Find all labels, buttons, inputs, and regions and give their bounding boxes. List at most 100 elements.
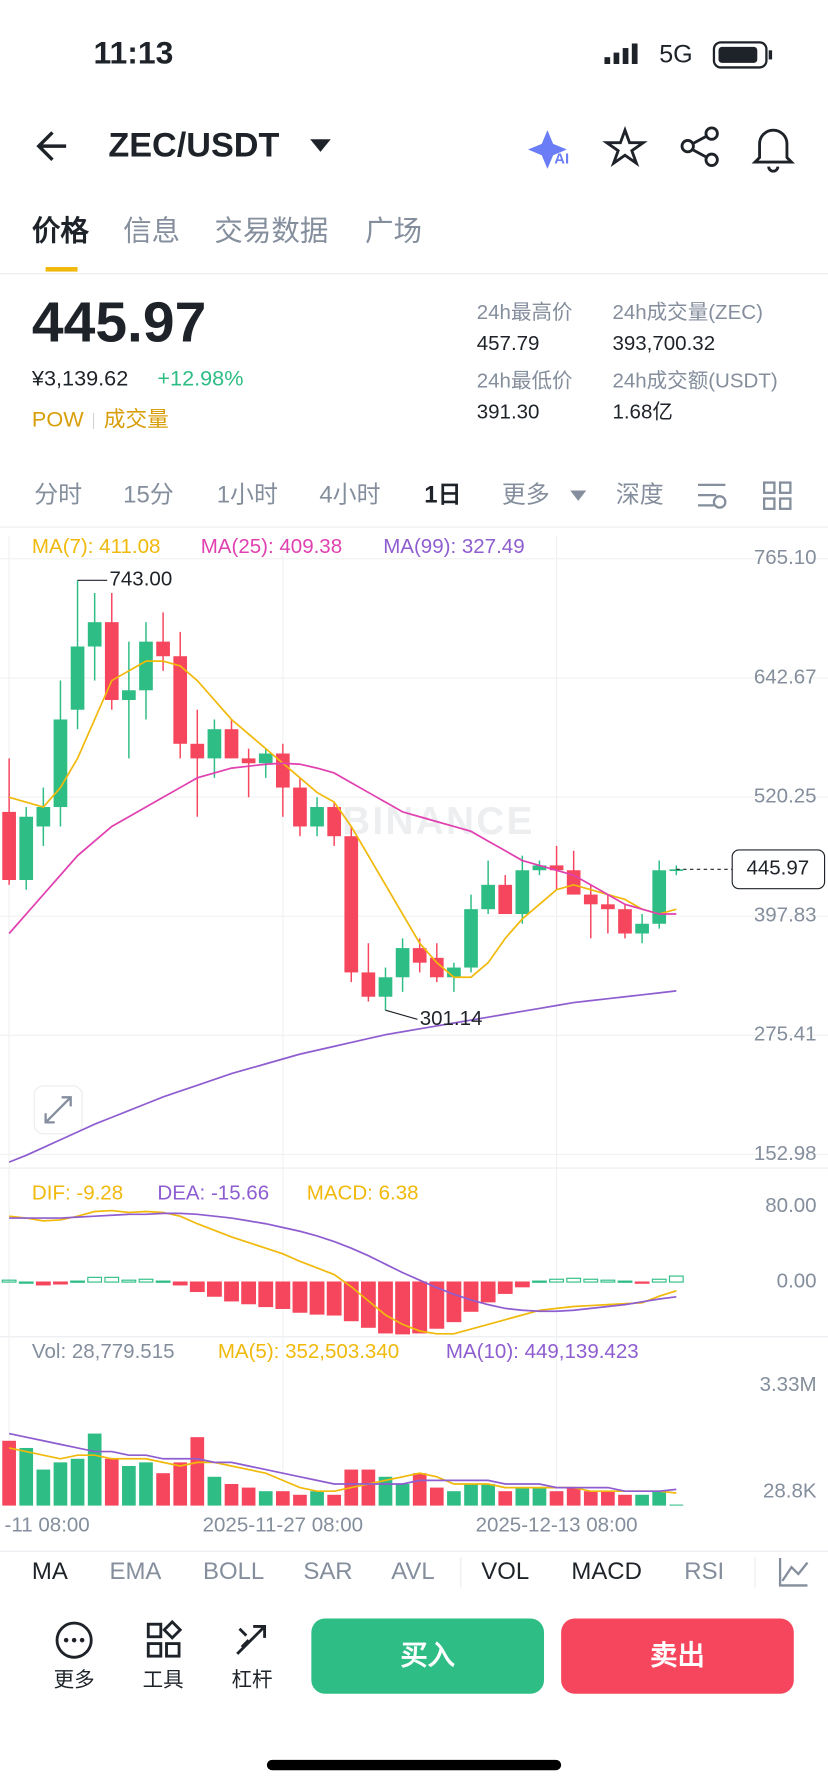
candle-body — [601, 904, 615, 910]
y-tick-label: 765.10 — [754, 546, 817, 569]
volume-bar — [447, 1491, 461, 1506]
action-label: 工具 — [143, 1669, 184, 1692]
interval[interactable]: 分时 — [34, 482, 82, 509]
change: +12.98% — [157, 366, 243, 391]
volume-bar — [139, 1462, 153, 1506]
macd-bar — [514, 1281, 530, 1288]
alert[interactable] — [751, 128, 795, 173]
volume-bar — [412, 1473, 427, 1506]
candle-body — [327, 807, 342, 837]
legend: MA(10): 449,139.423 — [446, 1340, 639, 1363]
volume-bar — [498, 1491, 513, 1506]
interval[interactable]: 1小时 — [217, 482, 278, 509]
volume-bar — [190, 1437, 205, 1506]
chart-style[interactable] — [778, 1558, 809, 1587]
legend: MA(99): 327.49 — [383, 535, 524, 558]
share[interactable] — [680, 126, 719, 167]
max-label: 743.00 — [109, 568, 172, 591]
volume-bar — [173, 1462, 188, 1506]
indicator[interactable]: MA — [32, 1558, 68, 1585]
y-tick-label: 275.41 — [754, 1023, 817, 1046]
candle-body — [515, 870, 530, 915]
volume-bar — [53, 1462, 68, 1506]
candle-body — [207, 729, 222, 759]
interval[interactable]: 更多 — [502, 482, 550, 509]
ma-line — [8, 990, 677, 1163]
candle-body — [87, 622, 102, 647]
indicator[interactable]: BOLL — [203, 1558, 264, 1585]
settings-icon[interactable] — [697, 483, 727, 509]
more-dropdown[interactable] — [570, 490, 587, 501]
volume-bar — [19, 1447, 34, 1506]
candle-body — [464, 909, 478, 968]
macd-line — [9, 1212, 677, 1313]
macd-bar — [617, 1280, 633, 1283]
indicator[interactable]: AVL — [391, 1558, 434, 1585]
macd-bar — [668, 1275, 684, 1283]
indicator[interactable]: MACD — [571, 1558, 641, 1585]
tag[interactable]: 成交量 — [104, 407, 169, 432]
stat-label: 24h最高价 — [477, 301, 573, 324]
macd-line — [9, 1209, 677, 1335]
macd-bar — [497, 1281, 513, 1294]
stat-label: 24h成交额(USDT) — [612, 370, 777, 393]
home-indicator — [266, 1759, 562, 1771]
macd-bar — [309, 1281, 325, 1315]
min-label: 301.14 — [420, 1007, 483, 1030]
sell-label: 卖出 — [650, 1640, 705, 1671]
interval[interactable]: 深度 — [616, 482, 664, 509]
indicator[interactable]: RSI — [684, 1558, 724, 1585]
volume-bar — [464, 1483, 478, 1506]
volume-bar — [361, 1469, 376, 1506]
favorite[interactable] — [602, 125, 648, 167]
stat-value: 393,700.32 — [612, 332, 715, 355]
tab[interactable]: 广场 — [365, 215, 422, 247]
tag[interactable]: POW — [32, 407, 84, 432]
back-button[interactable] — [36, 131, 67, 162]
interval[interactable]: 1日 — [424, 482, 461, 509]
y-tick-label: 3.33M — [760, 1373, 817, 1396]
buy-button[interactable] — [311, 1618, 545, 1694]
indicator[interactable]: EMA — [109, 1558, 161, 1585]
candle-body — [498, 884, 513, 915]
macd-bar — [275, 1281, 291, 1309]
macd-bar — [172, 1281, 188, 1286]
pair-dropdown[interactable] — [310, 139, 331, 152]
macd-bar — [241, 1281, 257, 1305]
tab[interactable]: 交易数据 — [214, 215, 328, 247]
candle-body — [481, 884, 495, 910]
stat-value: 391.30 — [477, 400, 540, 423]
candle-body — [53, 719, 68, 808]
candle-body — [583, 894, 598, 905]
tab[interactable]: 信息 — [123, 215, 180, 247]
layout-icon[interactable] — [762, 481, 792, 510]
candle-body — [190, 743, 205, 759]
ai-label: AI — [554, 152, 569, 168]
leverage-action[interactable] — [236, 1625, 267, 1655]
macd-bar — [429, 1281, 445, 1329]
pair[interactable]: ZEC/USDT — [108, 126, 279, 164]
more-action[interactable] — [55, 1621, 93, 1659]
candle-body — [549, 865, 564, 871]
tools-action[interactable] — [146, 1619, 183, 1658]
macd-bar — [412, 1281, 428, 1334]
ai-button[interactable]: AI — [528, 130, 569, 169]
indicator[interactable]: VOL — [481, 1558, 529, 1585]
interval[interactable]: 15分 — [123, 482, 174, 509]
tab[interactable]: 价格 — [32, 215, 90, 247]
sell-button[interactable] — [561, 1618, 794, 1694]
macd-bar — [121, 1279, 137, 1283]
y-tick-label: 0.00 — [777, 1269, 817, 1292]
y-tick-label: 152.98 — [754, 1142, 817, 1165]
y-tick-label: 80.00 — [765, 1194, 816, 1217]
candle-body — [139, 641, 153, 691]
candle-body — [70, 646, 85, 710]
indicator[interactable]: SAR — [303, 1558, 352, 1585]
expand-icon — [44, 1096, 72, 1124]
macd-bar — [189, 1281, 205, 1293]
candle-body — [173, 656, 188, 744]
interval[interactable]: 4小时 — [319, 482, 380, 509]
volume-bar — [429, 1487, 444, 1506]
